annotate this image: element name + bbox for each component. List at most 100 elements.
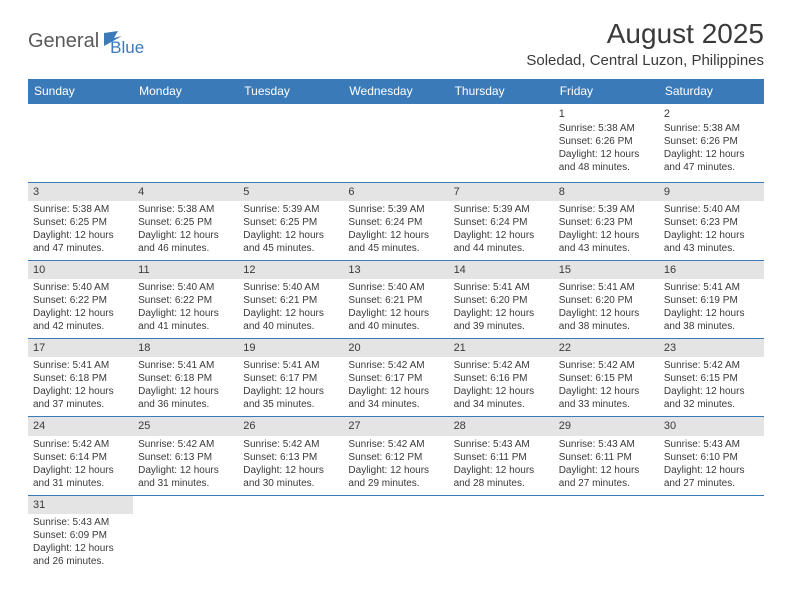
day-ss: Sunset: 6:25 PM: [243, 216, 338, 229]
page-title: August 2025: [526, 18, 764, 50]
day-d2: and 38 minutes.: [664, 320, 759, 333]
logo: General Blue: [28, 18, 144, 58]
day-number: 3: [28, 183, 133, 201]
day-d2: and 45 minutes.: [243, 242, 338, 255]
day-ss: Sunset: 6:15 PM: [559, 372, 654, 385]
day-ss: Sunset: 6:17 PM: [243, 372, 338, 385]
day-d1: Daylight: 12 hours: [138, 464, 233, 477]
day-number: 17: [28, 339, 133, 357]
day-number: 4: [133, 183, 238, 201]
calendar-cell: 3Sunrise: 5:38 AMSunset: 6:25 PMDaylight…: [28, 182, 133, 260]
calendar-row: 17 Sunrise: 5:41 AM Sunset: 6:18 PM Dayligh…: [28, 339, 764, 417]
dayhead-thu: Thursday: [449, 79, 554, 104]
calendar-cell: [133, 104, 238, 182]
day-number: 19: [238, 339, 343, 357]
calendar-row: 24Sunrise: 5:42 AMSunset: 6:14 PMDayligh…: [28, 417, 764, 495]
day-d2: and 36 minutes.: [138, 398, 233, 411]
day-number: 27: [343, 417, 448, 435]
calendar-cell: 18Sunrise: 5:41 AMSunset: 6:18 PMDayligh…: [133, 339, 238, 417]
day-ss: Sunset: 6:20 PM: [559, 294, 654, 307]
calendar-cell: 27Sunrise: 5:42 AMSunset: 6:12 PMDayligh…: [343, 417, 448, 495]
calendar-cell: 1Sunrise: 5:38 AMSunset: 6:26 PMDaylight…: [554, 104, 659, 182]
day-number: 2: [664, 107, 759, 121]
day-number: 18: [133, 339, 238, 357]
day-d1: Daylight: 12 hours: [664, 385, 759, 398]
day-d2: and 43 minutes.: [559, 242, 654, 255]
calendar-cell: 7Sunrise: 5:39 AMSunset: 6:24 PMDaylight…: [449, 182, 554, 260]
day-sr: Sunrise: 5:39 AM: [243, 203, 338, 216]
day-ss: Sunset: 6:14 PM: [33, 451, 128, 464]
calendar-cell: 25Sunrise: 5:42 AMSunset: 6:13 PMDayligh…: [133, 417, 238, 495]
day-d2: and 40 minutes.: [348, 320, 443, 333]
day-ss: Sunset: 6:17 PM: [348, 372, 443, 385]
day-d1: Daylight: 12 hours: [454, 385, 549, 398]
day-ss: Sunset: 6:25 PM: [138, 216, 233, 229]
day-ss: Sunset: 6:13 PM: [138, 451, 233, 464]
day-ss: Sunset: 6:23 PM: [664, 216, 759, 229]
day-d2: and 45 minutes.: [348, 242, 443, 255]
day-ss: Sunset: 6:11 PM: [559, 451, 654, 464]
calendar-cell: 5Sunrise: 5:39 AMSunset: 6:25 PMDaylight…: [238, 182, 343, 260]
day-d2: and 40 minutes.: [243, 320, 338, 333]
day-sr: Sunrise: 5:39 AM: [454, 203, 549, 216]
day-number: 6: [343, 183, 448, 201]
day-d1: Daylight: 12 hours: [33, 385, 128, 398]
dayhead-wed: Wednesday: [343, 79, 448, 104]
calendar-row: 1Sunrise: 5:38 AMSunset: 6:26 PMDaylight…: [28, 104, 764, 182]
day-sr: Sunrise: 5:38 AM: [138, 203, 233, 216]
day-d1: Daylight: 12 hours: [243, 385, 338, 398]
day-ss: Sunset: 6:26 PM: [664, 135, 759, 148]
day-d1: Daylight: 12 hours: [454, 229, 549, 242]
day-ss: Sunset: 6:21 PM: [243, 294, 338, 307]
calendar-cell: 12Sunrise: 5:40 AMSunset: 6:21 PMDayligh…: [238, 260, 343, 338]
day-ss: Sunset: 6:16 PM: [454, 372, 549, 385]
day-sr: Sunrise: 5:40 AM: [138, 281, 233, 294]
day-d2: and 37 minutes.: [33, 398, 128, 411]
calendar-cell: 11Sunrise: 5:40 AMSunset: 6:22 PMDayligh…: [133, 260, 238, 338]
calendar-cell: [238, 495, 343, 573]
calendar-cell: 30Sunrise: 5:43 AMSunset: 6:10 PMDayligh…: [659, 417, 764, 495]
day-d2: and 31 minutes.: [33, 477, 128, 490]
day-number: 10: [28, 261, 133, 279]
day-d1: Daylight: 12 hours: [348, 385, 443, 398]
day-sr: Sunrise: 5:38 AM: [664, 122, 759, 135]
day-sr: Sunrise: 5:42 AM: [559, 359, 654, 372]
dayhead-fri: Friday: [554, 79, 659, 104]
day-ss: Sunset: 6:20 PM: [454, 294, 549, 307]
day-d1: Daylight: 12 hours: [348, 464, 443, 477]
day-d2: and 39 minutes.: [454, 320, 549, 333]
day-d2: and 42 minutes.: [33, 320, 128, 333]
dayhead-mon: Monday: [133, 79, 238, 104]
day-d1: Daylight: 12 hours: [559, 464, 654, 477]
day-d1: Daylight: 12 hours: [348, 307, 443, 320]
day-number: 29: [554, 417, 659, 435]
day-sr: Sunrise: 5:43 AM: [664, 438, 759, 451]
logo-text-blue: Blue: [110, 24, 144, 58]
day-sr: Sunrise: 5:42 AM: [348, 359, 443, 372]
day-d2: and 38 minutes.: [559, 320, 654, 333]
day-number: 26: [238, 417, 343, 435]
calendar-cell: 21Sunrise: 5:42 AMSunset: 6:16 PMDayligh…: [449, 339, 554, 417]
day-d2: and 35 minutes.: [243, 398, 338, 411]
day-ss: Sunset: 6:22 PM: [138, 294, 233, 307]
calendar-cell: [449, 104, 554, 182]
day-ss: Sunset: 6:25 PM: [33, 216, 128, 229]
day-number: 23: [659, 339, 764, 357]
day-sr: Sunrise: 5:41 AM: [243, 359, 338, 372]
calendar-cell: 19 Sunrise: 5:41 AMSunset: 6:17 PMDayligh…: [238, 339, 343, 417]
day-sr: Sunrise: 5:43 AM: [454, 438, 549, 451]
day-number: 8: [554, 183, 659, 201]
calendar-cell: 10Sunrise: 5:40 AMSunset: 6:22 PMDayligh…: [28, 260, 133, 338]
day-number: 1: [559, 107, 654, 121]
day-ss: Sunset: 6:19 PM: [664, 294, 759, 307]
day-ss: Sunset: 6:22 PM: [33, 294, 128, 307]
calendar-cell: 6Sunrise: 5:39 AMSunset: 6:24 PMDaylight…: [343, 182, 448, 260]
day-ss: Sunset: 6:18 PM: [138, 372, 233, 385]
day-sr: Sunrise: 5:39 AM: [559, 203, 654, 216]
day-number: 25: [133, 417, 238, 435]
day-d2: and 44 minutes.: [454, 242, 549, 255]
day-sr: Sunrise: 5:41 AM: [664, 281, 759, 294]
day-d1: Daylight: 12 hours: [559, 385, 654, 398]
calendar-cell: 28Sunrise: 5:43 AMSunset: 6:11 PMDayligh…: [449, 417, 554, 495]
day-sr: Sunrise: 5:41 AM: [33, 359, 128, 372]
